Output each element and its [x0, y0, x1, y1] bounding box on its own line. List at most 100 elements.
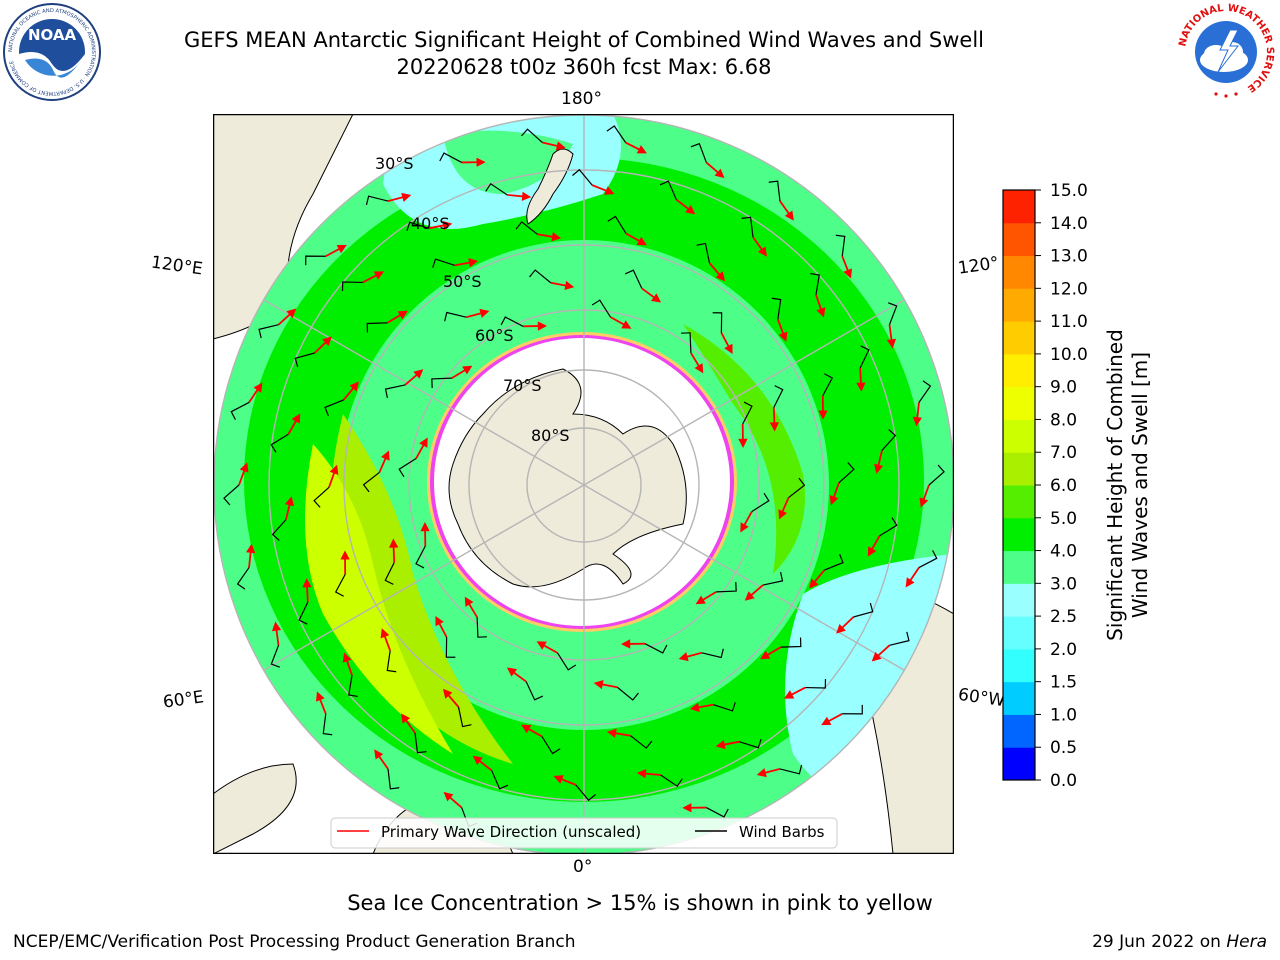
map-border — [213, 114, 954, 854]
wind-barb — [529, 269, 552, 284]
wind-barb — [230, 401, 250, 420]
footer-credit: NCEP/EMC/Verification Post Processing Pr… — [13, 932, 576, 952]
wave-arrow-head — [286, 308, 297, 319]
legend-wind-barbs: Wind Barbs — [739, 823, 825, 841]
lon-label-120e: 120°E — [149, 252, 204, 280]
wave-arrow-head — [689, 702, 700, 712]
footer-host: Hera — [1226, 932, 1267, 952]
colorbar-block — [1003, 222, 1035, 257]
madagascar-landmass — [213, 763, 297, 854]
colorbar-tick-label: 2.5 — [1050, 607, 1077, 627]
wave-arrow-head — [694, 363, 704, 374]
wind-barb — [918, 550, 938, 569]
wave-arrow-head — [342, 652, 352, 663]
map-title: GEFS MEAN Antarctic Significant Height o… — [183, 28, 985, 52]
wind-barb — [591, 299, 611, 318]
colorbar-block — [1003, 747, 1035, 781]
wave-arrow-head — [246, 543, 256, 554]
wave-arrow-head — [253, 382, 263, 393]
wind-barb — [762, 571, 784, 586]
lat-label-40s: 40°S — [411, 214, 450, 233]
wave-arrow-head — [604, 186, 615, 195]
wave-arrow-head — [302, 578, 312, 588]
colorbar-tick-label: 5.0 — [1050, 509, 1077, 529]
wind-barb — [521, 128, 543, 143]
wave-arrow-head — [715, 271, 726, 282]
lat-label-70s: 70°S — [503, 376, 542, 395]
wind-barb — [779, 764, 803, 775]
wave-arrow-head — [340, 550, 350, 560]
wind-barb — [835, 234, 846, 257]
wave-arrow-head — [435, 615, 444, 627]
wave-arrow-head — [836, 623, 846, 634]
colorbar-block — [1003, 452, 1035, 486]
wind-barb — [415, 545, 426, 569]
wind-barb — [842, 704, 863, 715]
lon-label-60w: 60°W — [956, 684, 1007, 712]
colorbar-tick-label: 8.0 — [1050, 410, 1077, 430]
wave-arrow-head — [373, 271, 384, 280]
colorbar-block — [1003, 485, 1035, 519]
wind-barb — [822, 373, 834, 396]
map-legend: Primary Wave Direction (unscaled) Wind B… — [330, 817, 838, 849]
wind-barbs — [223, 125, 945, 828]
wind-barb — [768, 180, 781, 202]
colorbar-tick-label: 6.0 — [1050, 476, 1077, 496]
wind-barb — [712, 312, 723, 333]
wave-arrow-head — [472, 755, 483, 765]
wind-barb — [771, 297, 782, 320]
wave-arrow-head — [555, 141, 566, 151]
wave-arrow-head — [239, 462, 249, 473]
wave-arrow-head — [678, 652, 689, 662]
colorbar-label: Significant Height of Combined Wind Wave… — [1103, 329, 1153, 641]
wave-arrow-head — [521, 191, 532, 201]
wave-arrow-head — [329, 464, 339, 475]
wind-barb — [616, 686, 639, 701]
wave-arrow-head — [867, 546, 877, 557]
wind-barb — [696, 242, 711, 264]
colorbar-block — [1003, 550, 1035, 584]
wind-barb — [525, 681, 544, 701]
wind-barb — [387, 768, 400, 790]
wave-arrow-head — [829, 495, 839, 506]
wave-arrow-head — [468, 258, 479, 268]
wave-arrow-head — [724, 343, 733, 355]
wind-barb — [918, 380, 932, 403]
colorbar-tick-label: 11.0 — [1050, 312, 1088, 332]
wind-barb — [270, 433, 289, 453]
lon-label-60e: 60°E — [161, 687, 206, 713]
wave-arrow-head — [315, 691, 325, 702]
wave-arrow-head — [413, 369, 424, 379]
wind-barb — [341, 281, 363, 292]
colorbar-tick-label: 1.5 — [1050, 673, 1077, 693]
colorbar-block — [1003, 517, 1035, 552]
wind-barb — [439, 152, 462, 163]
wind-barb — [888, 302, 898, 325]
sea-ice-note: Sea Ice Concentration > 15% is shown in … — [347, 891, 933, 915]
colorbar-block — [1003, 386, 1035, 420]
wave-arrow-head — [621, 639, 631, 649]
wave-arrow-head — [636, 236, 647, 246]
wind-barb — [928, 464, 945, 486]
wave-arrow-head — [322, 336, 332, 347]
colorbar-block — [1003, 255, 1035, 289]
colorbar-tick-label: 9.0 — [1050, 378, 1077, 398]
colorbar-tick-label: 7.0 — [1050, 443, 1077, 463]
wind-barb — [384, 384, 406, 399]
wind-barb — [223, 484, 240, 506]
colorbar-block — [1003, 353, 1035, 388]
wind-barb — [889, 631, 910, 646]
wind-barb — [630, 735, 653, 749]
wave-arrow-head — [479, 308, 490, 318]
wind-barb — [384, 562, 395, 585]
wind-barb — [313, 486, 330, 508]
wave-arrow-head — [521, 724, 532, 734]
wind-barb — [500, 316, 524, 327]
wave-arrow-head — [537, 321, 547, 331]
wind-barb — [644, 643, 668, 654]
wave-arrow-head — [821, 716, 832, 726]
wave-arrow-head — [443, 791, 454, 802]
noaa-logo: NATIONAL OCEANIC AND ATMOSPHERIC ADMINIS… — [3, 3, 101, 101]
wave-arrow-head — [818, 410, 828, 420]
wind-barb — [853, 602, 874, 618]
